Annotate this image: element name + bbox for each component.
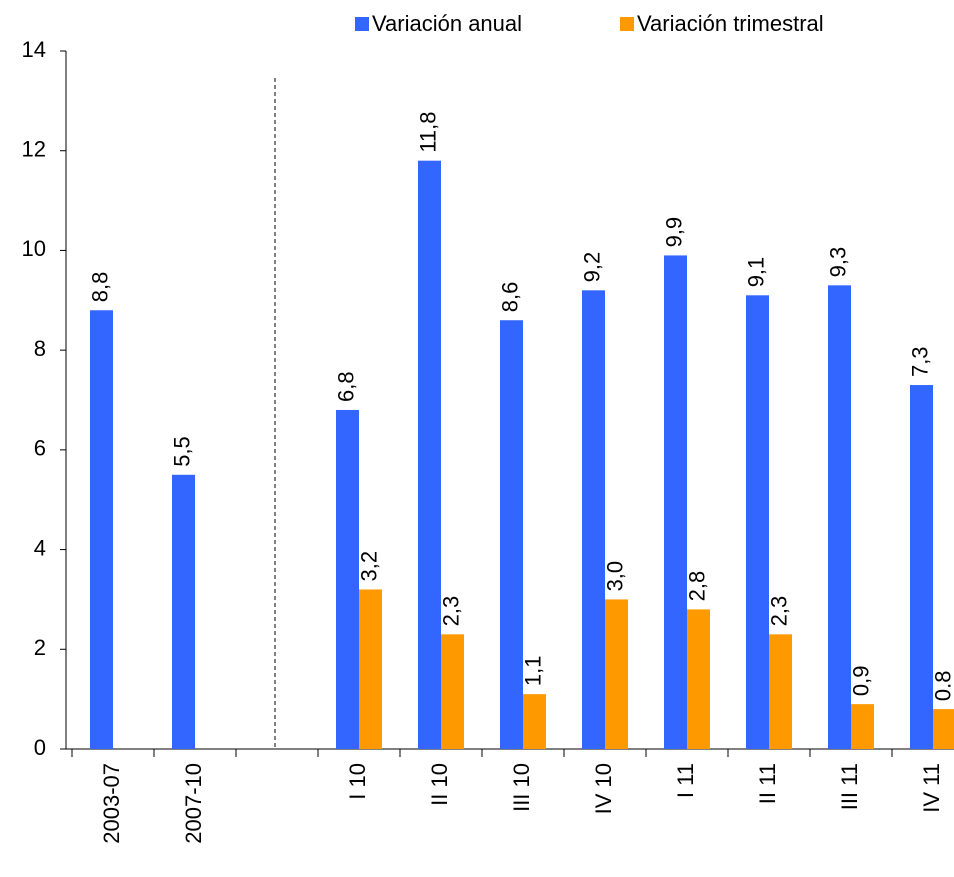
x-tick-label: IV 11 <box>919 763 944 813</box>
legend-label: Variación anual <box>372 11 522 36</box>
bar <box>441 634 464 749</box>
value-label: 7,3 <box>907 346 932 377</box>
bar <box>910 385 933 749</box>
bar <box>523 694 546 749</box>
x-tick-label: I 11 <box>673 763 698 798</box>
value-label: 5,5 <box>169 436 194 467</box>
y-tick-label: 0 <box>34 735 46 760</box>
bar <box>746 295 769 749</box>
x-tick-label: III 10 <box>509 763 534 812</box>
bar <box>418 160 441 749</box>
y-tick-label: 10 <box>22 236 46 261</box>
value-label: 9,3 <box>825 247 850 278</box>
bar <box>828 285 851 749</box>
bar <box>90 310 113 749</box>
x-tick-label: III 11 <box>837 763 862 810</box>
x-tick-label: II 10 <box>427 763 452 806</box>
value-label: 9,9 <box>661 217 686 248</box>
bar <box>172 474 195 749</box>
x-tick-label: 2007-10 <box>181 763 206 844</box>
x-tick-label: IV 10 <box>591 763 616 814</box>
value-label: 0,9 <box>848 666 873 697</box>
x-tick-label: I 10 <box>345 763 370 800</box>
value-label: 8,6 <box>497 282 522 313</box>
y-tick-label: 4 <box>34 535 46 560</box>
bar <box>582 290 605 749</box>
y-tick-label: 6 <box>34 436 46 461</box>
legend-swatch <box>355 17 369 31</box>
value-label: 6,8 <box>333 371 358 402</box>
bar <box>933 709 954 749</box>
value-label: 1,1 <box>520 656 545 687</box>
value-label: 11,8 <box>415 111 440 152</box>
value-label: 3,2 <box>356 551 381 582</box>
value-label: 2,3 <box>766 596 791 627</box>
bar <box>664 255 687 749</box>
legend-swatch <box>620 17 634 31</box>
y-tick-label: 14 <box>22 37 46 62</box>
y-tick-label: 12 <box>22 137 46 162</box>
bar <box>687 609 710 749</box>
bar <box>359 589 382 749</box>
bar <box>605 599 628 749</box>
value-label: 8,8 <box>87 272 112 303</box>
y-tick-label: 8 <box>34 336 46 361</box>
legend-label: Variación trimestral <box>637 11 824 36</box>
x-tick-label: II 11 <box>755 763 780 804</box>
y-tick-label: 2 <box>34 635 46 660</box>
x-tick-label: 2003-07 <box>99 763 124 844</box>
value-label: 9,2 <box>579 252 604 283</box>
bar <box>336 409 359 749</box>
bar <box>769 634 792 749</box>
bar <box>500 320 523 749</box>
value-label: 9,1 <box>743 257 768 288</box>
bar <box>851 704 874 749</box>
value-label: 2,8 <box>684 571 709 602</box>
value-label: 2,3 <box>438 596 463 627</box>
value-label: 0.8 <box>930 671 954 702</box>
value-label: 3,0 <box>602 561 627 592</box>
